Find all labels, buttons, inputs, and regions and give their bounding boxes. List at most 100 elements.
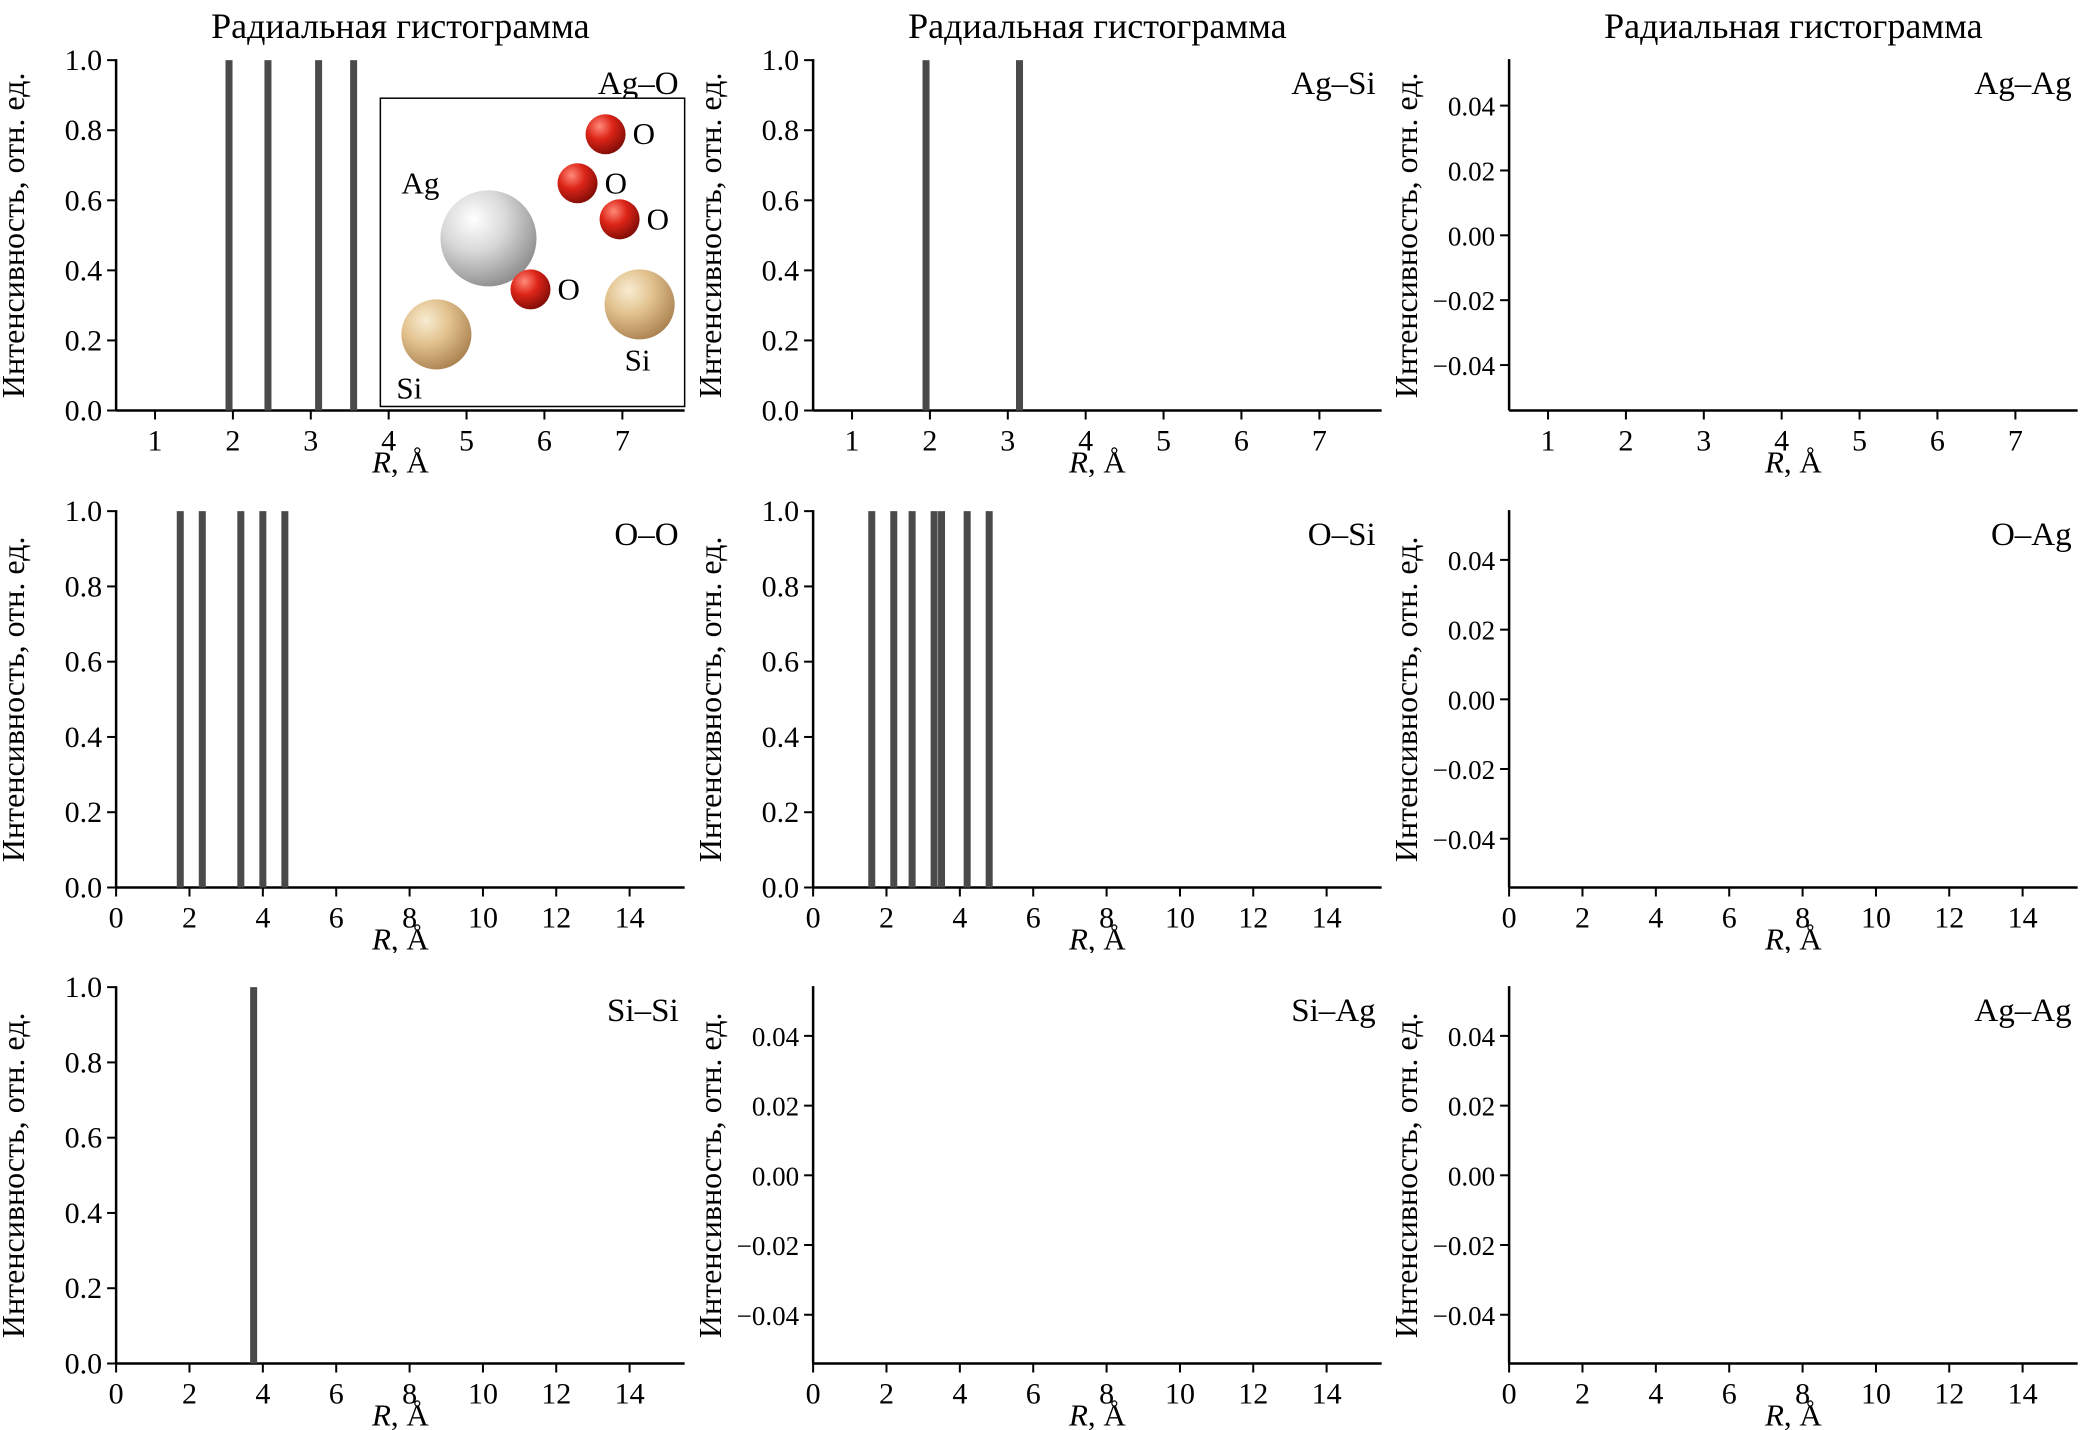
- y-tick-label: 0.2: [65, 1273, 103, 1306]
- y-tick-label: 0.8: [761, 570, 799, 603]
- x-tick-label: 5: [1852, 425, 1867, 458]
- y-tick-label: 0.4: [65, 721, 103, 754]
- histogram-bar: [237, 510, 245, 888]
- chart-title: Радиальная гистограмма: [1604, 6, 1983, 46]
- x-tick-label: 1: [148, 425, 163, 458]
- x-tick-label: 2: [879, 1378, 894, 1411]
- x-tick-label: 5: [459, 425, 474, 458]
- chart-panel-ag-o: Радиальная гистограмма Интенсивность, отн…: [0, 0, 697, 477]
- y-tick-label: 0.4: [65, 1197, 103, 1230]
- histogram-bar: [867, 510, 875, 888]
- x-axis-label: R, Å: [1068, 445, 1126, 477]
- y-axis-label: Интенсивность, отн. ед.: [0, 73, 31, 399]
- y-tick-label: 1.0: [761, 495, 799, 528]
- y-tick-label: 0.8: [761, 114, 799, 147]
- y-tick-label: 1.0: [65, 44, 103, 77]
- y-tick-label: 0.0: [65, 394, 103, 427]
- chart-svg: Радиальная гистограмма Интенсивность, отн…: [0, 6, 686, 477]
- y-tick-label: −0.04: [1433, 824, 1496, 854]
- y-tick-label: 0.0: [761, 395, 799, 428]
- histogram-bar: [1015, 60, 1023, 411]
- y-tick-label: 0.04: [1448, 92, 1496, 122]
- x-axis-label: R, Å: [371, 445, 429, 477]
- x-axis-label: R, Å: [1764, 921, 1822, 953]
- x-tick-label: 4: [952, 1378, 967, 1411]
- chart-svg: Интенсивность, отн. ед. −0.04 −0.02 0.00 0.0…: [1393, 986, 2078, 1430]
- y-tick-label: 0.2: [65, 324, 103, 357]
- chart-title: Радиальная гистограмма: [908, 6, 1287, 46]
- y-tick-label: −0.02: [736, 1231, 799, 1261]
- x-tick-label: 2: [225, 425, 240, 458]
- y-tick-label: 0.4: [65, 254, 103, 287]
- y-tick-label: 0.4: [761, 254, 799, 287]
- histogram-bar: [350, 60, 358, 411]
- histogram-bar: [937, 510, 945, 888]
- pair-label: Si–Ag: [1291, 993, 1375, 1029]
- x-axis-label: R, Å: [371, 921, 429, 953]
- y-tick-label: 0.04: [751, 1022, 799, 1052]
- x-tick-label: 14: [615, 901, 645, 934]
- x-tick-label: 0: [109, 901, 124, 934]
- x-tick-label: 6: [1234, 425, 1249, 458]
- histogram-bar: [250, 987, 258, 1364]
- histogram-bar: [889, 510, 897, 888]
- y-tick-label: 1.0: [65, 495, 103, 528]
- y-tick-label: 0.6: [65, 645, 103, 678]
- x-tick-label: 0: [109, 1378, 124, 1411]
- x-tick-label: 8: [402, 901, 417, 934]
- x-tick-label: 7: [615, 425, 630, 458]
- x-tick-label: 12: [1935, 1378, 1965, 1411]
- chart-panel-ag-ag-bottom: Интенсивность, отн. ед. −0.04 −0.02 0.00 0.0…: [1393, 953, 2090, 1430]
- x-tick-label: 2: [922, 425, 937, 458]
- x-tick-label: 3: [303, 425, 318, 458]
- x-tick-label: 6: [1025, 1378, 1040, 1411]
- atom-si-sphere: [401, 299, 472, 370]
- y-tick-label: 0.8: [65, 1047, 103, 1080]
- atom-ag-sphere: [440, 190, 537, 287]
- pair-label: O–Ag: [1991, 517, 2072, 553]
- x-axis-label: R, Å: [1764, 1398, 1822, 1430]
- x-tick-label: 6: [1722, 1378, 1737, 1411]
- histogram-bar: [198, 510, 206, 888]
- x-tick-label: 0: [805, 901, 820, 934]
- pair-label: O–Si: [1307, 517, 1375, 553]
- x-tick-label: 0: [1502, 1378, 1517, 1411]
- chart-svg: Радиальная гистограмма Интенсивность, отн…: [697, 6, 1382, 477]
- x-tick-label: 10: [468, 1378, 498, 1411]
- y-tick-label: 0.8: [65, 570, 103, 603]
- atom-label: O: [605, 165, 627, 200]
- pair-label: O–O: [614, 517, 678, 553]
- y-tick-label: 0.02: [1448, 1092, 1495, 1122]
- atom-label: O: [558, 271, 580, 306]
- x-tick-label: 6: [1930, 425, 1945, 458]
- x-tick-label: 10: [468, 901, 498, 934]
- x-tick-label: 14: [2008, 1378, 2038, 1411]
- y-axis-label: Интенсивность, отн. ед.: [1393, 536, 1424, 862]
- x-tick-label: 12: [1935, 901, 1965, 934]
- x-tick-label: 5: [1156, 425, 1171, 458]
- pair-label: Si–Si: [607, 993, 679, 1029]
- x-tick-label: 6: [329, 901, 344, 934]
- x-tick-label: 8: [1099, 1378, 1114, 1411]
- y-axis-label: Интенсивность, отн. ед.: [1393, 1013, 1424, 1339]
- y-tick-label: 1.0: [761, 44, 799, 77]
- x-tick-label: 2: [182, 901, 197, 934]
- x-tick-label: 8: [1795, 901, 1810, 934]
- y-tick-label: 0.2: [761, 324, 799, 357]
- x-tick-label: 4: [1649, 1378, 1664, 1411]
- y-axis-label: Интенсивность, отн. ед.: [0, 1013, 31, 1339]
- x-tick-label: 2: [182, 1378, 197, 1411]
- x-tick-label: 1: [844, 425, 859, 458]
- histogram-bar: [930, 510, 938, 888]
- x-tick-label: 8: [1099, 901, 1114, 934]
- y-tick-label: 0.6: [761, 184, 799, 217]
- y-tick-label: −0.02: [1433, 755, 1496, 785]
- x-tick-label: 4: [952, 901, 967, 934]
- x-tick-label: 6: [1722, 901, 1737, 934]
- x-tick-label: 14: [615, 1378, 645, 1411]
- x-tick-label: 14: [2008, 901, 2038, 934]
- x-tick-label: 0: [1502, 901, 1517, 934]
- x-tick-label: 6: [329, 1378, 344, 1411]
- x-axis-label: R, Å: [1068, 921, 1126, 953]
- atom-o-sphere: [510, 269, 551, 310]
